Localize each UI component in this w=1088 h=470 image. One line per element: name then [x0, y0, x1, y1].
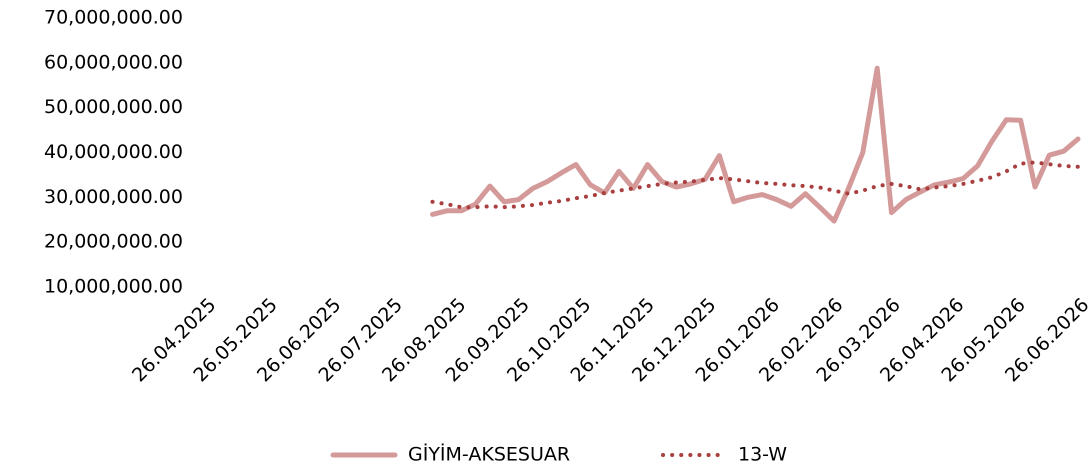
series-line — [430, 160, 1080, 210]
legend-label: 13-W — [738, 444, 787, 466]
y-tick-label: 10,000,000.00 — [44, 276, 183, 298]
y-tick-label: 50,000,000.00 — [44, 96, 183, 118]
y-tick-label: 20,000,000.00 — [44, 231, 183, 253]
legend-label: GİYİM-AKSESUAR — [408, 443, 570, 466]
y-tick-label: 40,000,000.00 — [44, 141, 183, 163]
y-tick-label: 30,000,000.00 — [44, 186, 183, 208]
y-tick-label: 60,000,000.00 — [44, 51, 183, 73]
series-line — [430, 65, 1081, 224]
y-tick-label: 70,000,000.00 — [44, 7, 183, 29]
